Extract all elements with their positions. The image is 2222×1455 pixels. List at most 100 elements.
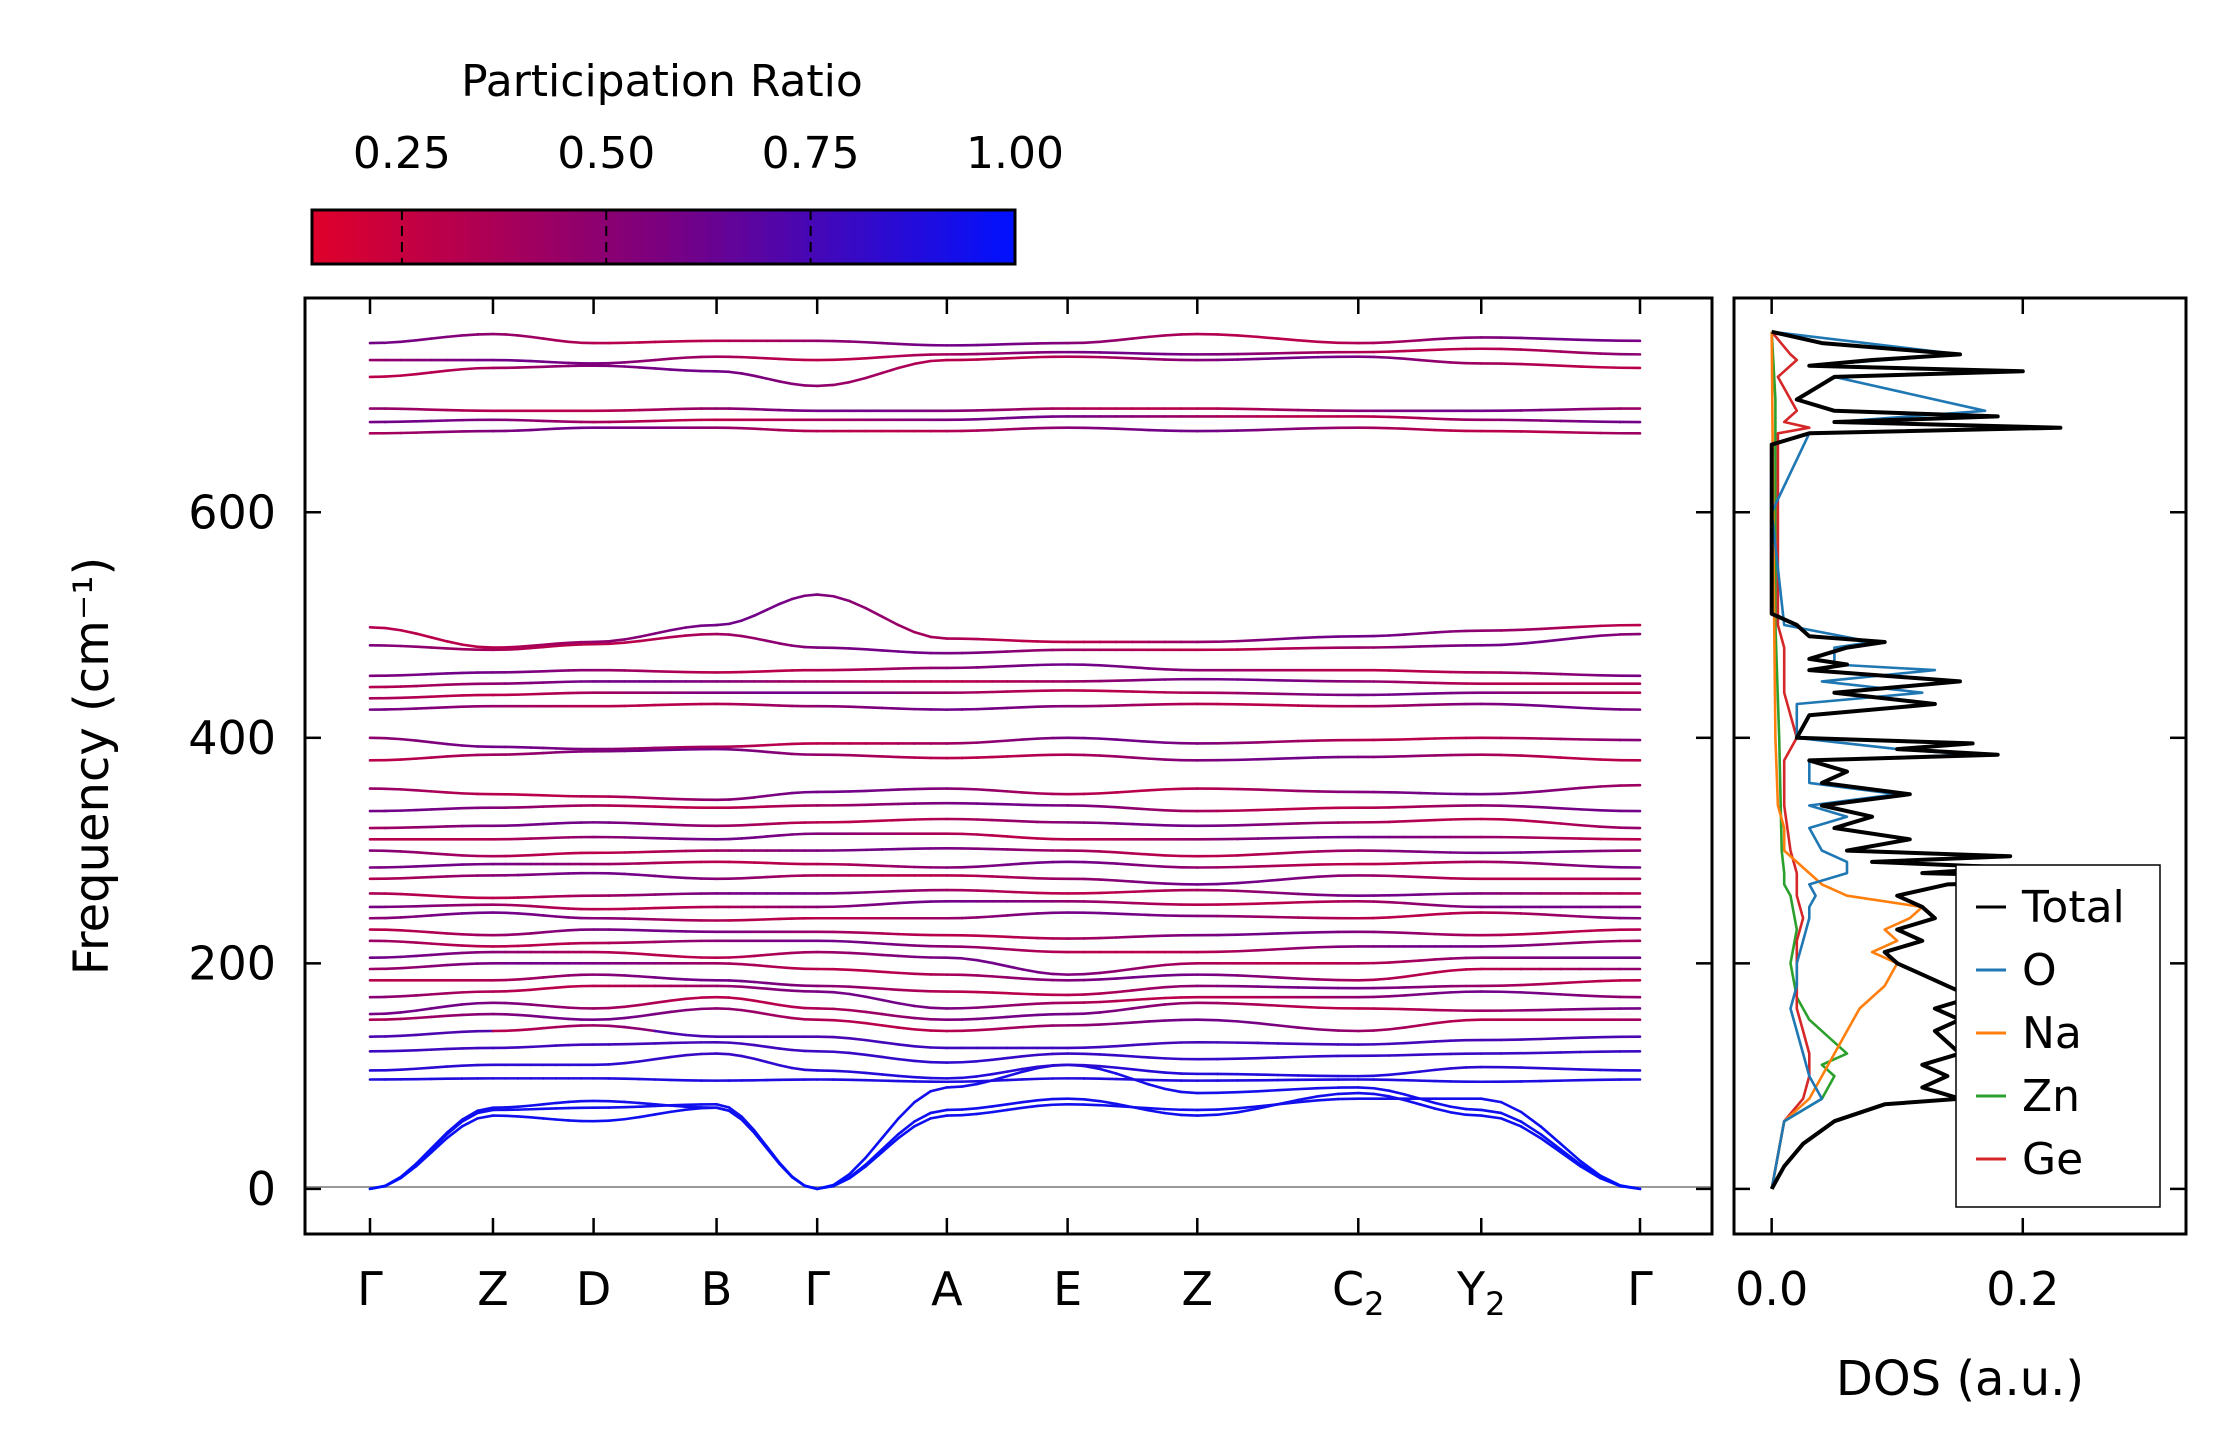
phonon-band-segment <box>1403 875 1422 879</box>
phonon-band-segment <box>1403 416 1422 420</box>
phonon-band-segment <box>1618 1184 1642 1191</box>
phonon-band-segment <box>1114 790 1134 794</box>
phonon-band-segment <box>1147 1069 1167 1074</box>
phonon-band-segment <box>1114 805 1134 810</box>
phonon-band-segment <box>460 1063 479 1067</box>
phonon-band-segment <box>1098 339 1118 344</box>
phonon-band-segment <box>990 818 1009 822</box>
phonon-band-segment <box>567 1017 583 1021</box>
phonon-band-segment <box>623 1060 642 1065</box>
phonon-band-segment <box>832 1035 851 1040</box>
phonon-band-segment <box>1579 864 1602 868</box>
phonon-band-segment <box>1236 428 1259 432</box>
phonon-band-segment <box>1114 998 1134 1003</box>
band-axes-frame <box>303 296 1714 1236</box>
phonon-band-segment <box>896 932 916 936</box>
phonon-band-segment <box>929 1006 949 1010</box>
phonon-band-segment <box>832 939 851 943</box>
phonon-band-segment <box>1579 940 1602 944</box>
phonon-band-segment <box>541 1044 558 1048</box>
phonon-band-segment <box>1599 623 1622 628</box>
phonon-band-segment <box>430 1014 449 1019</box>
legend: Total O Na Zn Ge <box>1955 864 2161 1208</box>
phonon-band-segment <box>765 743 781 747</box>
phonon-band-segment <box>529 822 545 827</box>
phonon-band-segment <box>1256 852 1280 856</box>
phonon-band-segment <box>445 791 464 795</box>
phonon-band-segment <box>1163 996 1183 1000</box>
phonon-band-segment <box>399 684 418 688</box>
phonon-band-segment <box>529 643 545 648</box>
phonon-band-segment <box>1296 806 1320 811</box>
phonon-band-segment <box>1559 1142 1582 1163</box>
phonon-band-segment <box>1403 357 1422 362</box>
phonon-band-segment <box>1163 973 1183 977</box>
phonon-band-segment <box>430 636 449 643</box>
phonon-band-segment <box>990 1103 1009 1108</box>
phonon-band-segment <box>790 1066 806 1072</box>
phonon-band-segment <box>790 989 806 993</box>
phonon-band-segment <box>1131 756 1150 760</box>
phonon-band-segment <box>399 965 418 970</box>
phonon-band-segment <box>1236 1002 1259 1006</box>
phonon-band-segment <box>1499 347 1523 351</box>
phonon-band-segment <box>1005 862 1024 866</box>
phonon-band-segment <box>1131 852 1150 856</box>
phonon-band-segment <box>638 822 657 826</box>
phonon-band-segment <box>778 357 794 361</box>
phonon-band-segment <box>1599 825 1622 829</box>
phonon-band-segment <box>1021 753 1039 758</box>
phonon-band-segment <box>864 788 884 793</box>
phonon-band-segment <box>541 1004 558 1009</box>
phonon-band-segment <box>1433 360 1452 364</box>
phonon-band-segment <box>1579 634 1602 639</box>
phonon-band-segment <box>960 945 979 949</box>
phonon-band-segment <box>529 1044 545 1049</box>
phonon-band-segment <box>445 943 464 947</box>
phonon-band-segment <box>1036 1097 1054 1102</box>
phonon-band-segment <box>1021 1024 1039 1029</box>
phonon-band-segment <box>975 650 994 655</box>
phonon-band-segment <box>1433 876 1452 880</box>
phonon-band-segment <box>727 370 744 375</box>
phonon-band-segment <box>1005 1078 1024 1082</box>
phonon-band-segment <box>414 788 433 793</box>
phonon-band-segment <box>430 991 449 996</box>
phonon-band-segment <box>727 1007 744 1012</box>
phonon-band-segment <box>913 989 932 993</box>
phonon-band-segment <box>1579 994 1602 998</box>
phonon-band-segment <box>669 1008 688 1014</box>
phonon-band-segment <box>832 1050 851 1055</box>
phonon-band-segment <box>1449 990 1468 994</box>
phonon-band-segment <box>880 341 900 346</box>
phonon-band-segment <box>1236 758 1259 762</box>
phonon-band-segment <box>790 1016 806 1021</box>
phonon-band-segment <box>430 741 449 746</box>
phonon-band-segment <box>1131 806 1150 811</box>
phonon-band-segment <box>445 705 464 709</box>
phonon-band-segment <box>913 353 932 357</box>
phonon-band-segment <box>790 966 806 971</box>
phonon-band-segment <box>1499 911 1523 915</box>
phonon-band-segment <box>790 382 806 387</box>
phonon-band-segment <box>430 1131 449 1150</box>
phonon-band-segment <box>1236 932 1259 936</box>
dos-x-tick-label: 0.2 <box>1986 1262 2059 1316</box>
phonon-band-segment <box>880 1024 900 1029</box>
phonon-band-segment <box>1599 808 1622 813</box>
colorbar-gradient <box>310 208 1017 266</box>
frequency-tick-label: 400 <box>188 711 276 765</box>
phonon-band-segment <box>1082 340 1102 345</box>
phonon-band-segment <box>778 982 794 987</box>
phonon-band-segment <box>1256 808 1280 812</box>
phonon-band-segment <box>1236 880 1259 885</box>
phonon-band-segment <box>864 1150 884 1168</box>
phonon-band-segment <box>399 1048 418 1053</box>
phonon-band-segment <box>1147 913 1167 917</box>
phonon-band-segment <box>1296 1055 1320 1059</box>
phonon-band-segment <box>399 673 418 677</box>
phonon-band-segment <box>1147 881 1167 885</box>
phonon-band-segment <box>516 752 533 756</box>
phonon-band-segment <box>803 1068 819 1072</box>
phonon-band-segment <box>623 872 642 877</box>
